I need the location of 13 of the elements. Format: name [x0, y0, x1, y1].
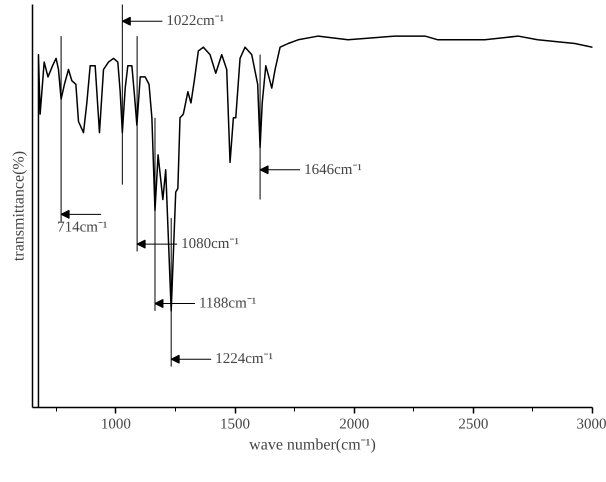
x-tick-label: 2500 — [458, 416, 488, 432]
x-tick-label: 1500 — [220, 416, 250, 432]
x-tick-label: 2000 — [339, 416, 370, 432]
x-tick-label: 3000 — [576, 416, 606, 432]
x-tick-label: 1000 — [100, 416, 131, 432]
ref-line-label: 714cm⁻¹ — [57, 219, 108, 236]
ref-line-label: 1022cm⁻¹ — [166, 13, 224, 30]
ref-line-label: 1188cm⁻¹ — [198, 296, 256, 312]
ref-line-label: 1080cm⁻¹ — [181, 236, 239, 252]
y-axis-title: transmittance(%) — [10, 150, 28, 262]
ref-line-label: 1646cm⁻¹ — [304, 162, 362, 178]
ref-line-label: 1224cm⁻¹ — [215, 351, 274, 368]
x-axis-title: wave number(cm⁻¹) — [249, 436, 376, 454]
